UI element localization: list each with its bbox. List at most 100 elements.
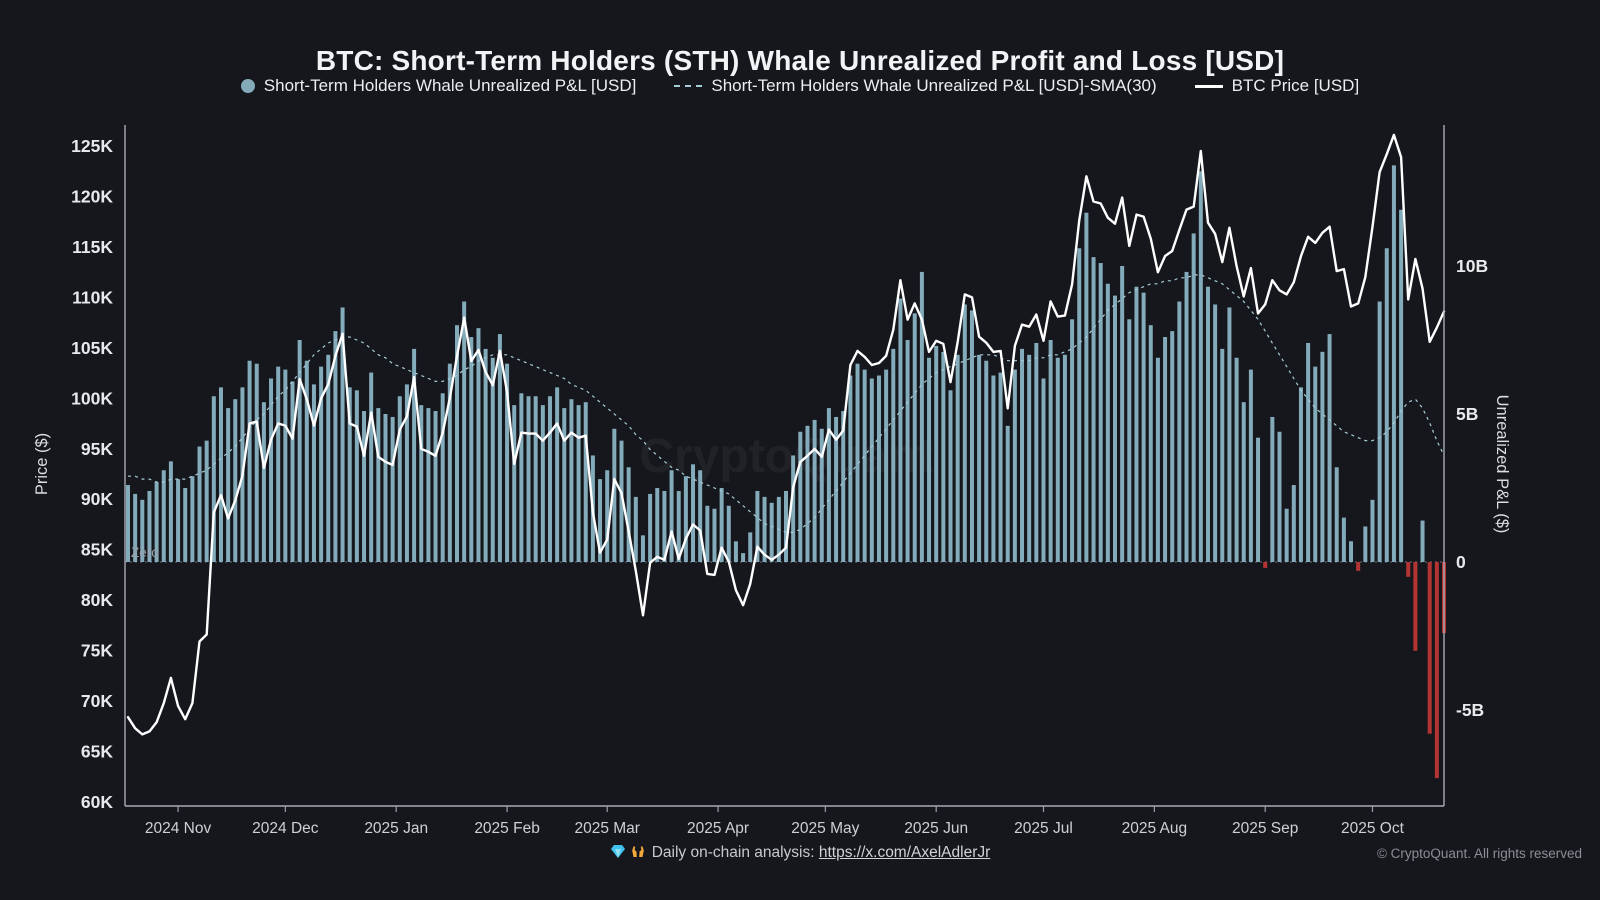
pnl-bar xyxy=(226,408,231,562)
pnl-bar xyxy=(1220,348,1225,562)
pnl-bar xyxy=(304,360,309,562)
pnl-bar xyxy=(605,470,610,562)
pnl-bar xyxy=(1177,301,1182,562)
pnl-bar xyxy=(748,532,753,562)
pnl-bar xyxy=(655,488,660,562)
x-axis-tick: 2025 Jun xyxy=(904,820,968,837)
chart-legend: Short-Term Holders Whale Unrealized P&L … xyxy=(0,76,1600,96)
pnl-bar xyxy=(927,357,932,562)
pnl-bar xyxy=(662,490,667,562)
pnl-bar xyxy=(1363,526,1368,562)
legend-item-btc-price[interactable]: BTC Price [USD] xyxy=(1194,76,1360,96)
pnl-bar xyxy=(147,490,152,562)
pnl-bar xyxy=(440,393,445,562)
pnl-bar xyxy=(698,470,703,562)
left-axis-tick: 90K xyxy=(81,489,113,509)
pnl-bar xyxy=(1313,366,1318,562)
left-axis-tick: 60K xyxy=(81,792,113,812)
legend-label: BTC Price [USD] xyxy=(1231,76,1360,95)
x-axis-tick: 2025 Mar xyxy=(574,820,639,837)
pnl-bar xyxy=(397,396,402,562)
pnl-bar xyxy=(762,496,767,562)
pnl-bar xyxy=(1091,257,1096,562)
x-axis-tick: 2025 Oct xyxy=(1341,820,1405,837)
pnl-bar xyxy=(362,411,367,562)
x-axis-tick: 2025 Jul xyxy=(1014,820,1073,837)
pnl-bar xyxy=(390,416,395,562)
pnl-bar xyxy=(912,313,917,562)
pnl-bar xyxy=(426,408,431,562)
left-axis-tick: 85K xyxy=(81,540,113,560)
pnl-bar xyxy=(1105,283,1110,562)
pnl-bar xyxy=(626,467,631,562)
analysis-link[interactable]: https://x.com/AxelAdlerJr xyxy=(818,844,991,861)
pnl-bar xyxy=(1070,319,1075,562)
pnl-bar xyxy=(598,479,603,562)
pnl-bar xyxy=(998,372,1003,562)
pnl-bar xyxy=(505,363,510,562)
left-axis-tick: 80K xyxy=(81,590,113,610)
pnl-bar xyxy=(984,360,989,562)
pnl-bar xyxy=(1406,562,1411,577)
pnl-bar xyxy=(633,496,638,562)
pnl-bar xyxy=(1198,171,1203,562)
pnl-bar xyxy=(1284,508,1289,562)
footer-attribution: Daily on-chain analysis: https://x.com/A… xyxy=(0,843,1600,862)
pnl-bar xyxy=(948,390,953,562)
pnl-bar xyxy=(612,428,617,562)
pnl-bar xyxy=(1027,354,1032,562)
pnl-bar xyxy=(755,490,760,562)
pnl-bar xyxy=(805,425,810,562)
zero-line-label: Zero xyxy=(131,545,159,560)
legend-item-sma[interactable]: Short-Term Holders Whale Unrealized P&L … xyxy=(674,76,1157,96)
left-axis-tick: 75K xyxy=(81,641,113,661)
pnl-bar xyxy=(168,461,173,562)
pnl-bar xyxy=(319,366,324,562)
right-axis-tick: 5B xyxy=(1456,404,1478,424)
pnl-bar xyxy=(1127,319,1132,562)
pnl-bar xyxy=(719,488,724,562)
legend-item-unrealized-pnl[interactable]: Short-Term Holders Whale Unrealized P&L … xyxy=(240,76,636,96)
x-axis-tick: 2025 Aug xyxy=(1122,820,1188,837)
pnl-bar xyxy=(154,482,159,562)
footer-emoji-icons xyxy=(610,843,646,859)
pnl-bar xyxy=(648,493,653,562)
sma-line xyxy=(128,274,1445,533)
pnl-bar xyxy=(669,470,674,562)
pnl-bar xyxy=(712,508,717,562)
legend-dot-icon xyxy=(240,79,255,93)
pnl-bar xyxy=(576,405,581,562)
btc-price-line xyxy=(126,133,1446,736)
pnl-bar xyxy=(290,381,295,562)
pnl-bar xyxy=(726,505,731,562)
pnl-bar xyxy=(1263,562,1268,568)
pnl-bar xyxy=(1427,562,1432,734)
pnl-bar xyxy=(891,348,896,562)
pnl-bar xyxy=(533,396,538,562)
pnl-bar xyxy=(161,470,166,562)
pnl-bar xyxy=(919,271,924,562)
pnl-bar xyxy=(269,378,274,562)
left-axis-tick: 105K xyxy=(71,338,113,358)
pnl-bar xyxy=(562,408,567,562)
pnl-bar xyxy=(133,493,138,562)
pnl-bar xyxy=(1370,499,1375,562)
pnl-bar xyxy=(540,405,545,562)
pnl-bar xyxy=(798,431,803,562)
pnl-bar xyxy=(1155,357,1160,562)
pnl-bar xyxy=(340,307,345,562)
watermark: CryptoQuant xyxy=(639,430,932,483)
pnl-bar xyxy=(569,399,574,562)
pnl-bar xyxy=(433,411,438,562)
pnl-bar xyxy=(183,488,188,562)
pnl-bar xyxy=(1377,301,1382,562)
pnl-bar xyxy=(1062,354,1067,562)
pnl-bar xyxy=(469,337,474,562)
pnl-bar xyxy=(283,369,288,562)
pnl-bar xyxy=(1005,425,1010,562)
left-axis-tick: 65K xyxy=(81,742,113,762)
pnl-bar xyxy=(1413,562,1418,651)
pnl-bar xyxy=(126,485,130,562)
pnl-bar xyxy=(784,490,788,562)
pnl-bar xyxy=(1270,416,1275,562)
